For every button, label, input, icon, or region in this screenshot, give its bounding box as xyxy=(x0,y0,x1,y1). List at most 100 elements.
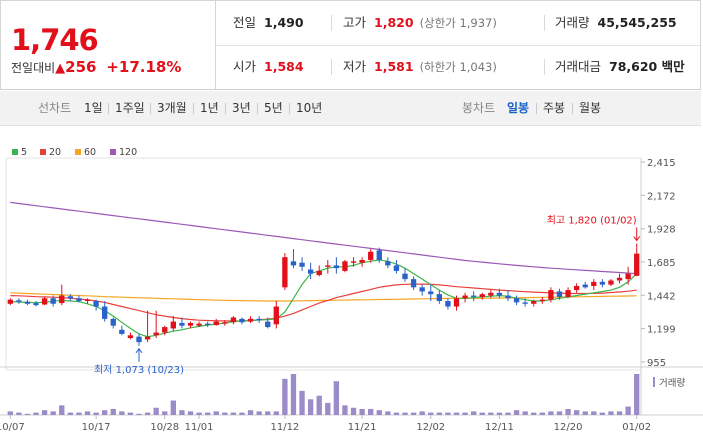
volume-bar xyxy=(342,405,348,415)
quote-row-1: 전일 1,490 고가 1,820 (상한가 1,937) 거래량 45,545,255 xyxy=(216,1,700,46)
candle-body xyxy=(505,295,511,299)
volume-bar xyxy=(7,411,13,415)
open-value: 1,584 xyxy=(264,59,304,74)
ma20-line xyxy=(10,283,637,322)
y-tick-label: 2,172 xyxy=(647,191,676,202)
candle-body xyxy=(548,290,554,300)
chart-grid xyxy=(0,157,703,416)
volume-bar xyxy=(119,411,125,415)
legend-swatch-120 xyxy=(110,149,116,155)
volume-bar xyxy=(625,406,631,415)
x-tick-label: 12/11 xyxy=(485,422,514,433)
volume-bar xyxy=(59,405,65,415)
tab-1y[interactable]: 1년 xyxy=(200,101,219,115)
volume-label: 거래량 xyxy=(659,377,685,389)
volume-bar xyxy=(93,412,99,415)
prev-close: 전일 1,490 xyxy=(233,1,304,45)
tab-10y[interactable]: 10년 xyxy=(296,101,323,115)
volume-bar xyxy=(505,412,511,415)
candlestick-chart: 5 20 60 120 2,415 2,172 1,928 1,685 1,442 1,199 9… xyxy=(0,147,703,433)
tab-daily[interactable]: 일봉 xyxy=(507,101,530,115)
candle-body xyxy=(342,261,348,271)
candle-body xyxy=(179,322,185,326)
candle-body xyxy=(127,335,134,339)
volume-bar xyxy=(67,412,74,415)
candle-body xyxy=(119,329,125,334)
candle-body xyxy=(110,318,116,326)
volume-bar xyxy=(548,411,554,415)
candle-body xyxy=(513,298,520,303)
tab-1w[interactable]: 1주일 xyxy=(115,101,145,115)
volume-bar xyxy=(410,412,417,415)
volume-bar xyxy=(16,412,22,415)
x-axis: 10/07 10/17 10/28 11/01 11/12 11/21 12/02 12/11… xyxy=(0,415,651,433)
volume-bar xyxy=(376,410,382,415)
volume-bar xyxy=(196,412,202,415)
tab-3y[interactable]: 3년 xyxy=(232,101,251,115)
x-tick-label: 10/17 xyxy=(82,422,111,433)
candle-body xyxy=(93,301,99,307)
candle-body xyxy=(410,279,417,288)
high-value: 1,820 xyxy=(374,15,414,30)
candle-body xyxy=(565,290,571,297)
x-tick-label: 10/07 xyxy=(0,422,25,433)
volume-bar xyxy=(179,410,185,415)
volume-bar xyxy=(453,412,460,415)
legend-swatch-60 xyxy=(75,149,81,155)
ma120-line xyxy=(10,201,637,275)
volume-bar xyxy=(144,412,151,415)
moving-averages xyxy=(10,201,638,338)
candle-body xyxy=(76,298,82,302)
volume: 거래량 45,545,255 xyxy=(555,1,677,45)
tab-monthly[interactable]: 월봉 xyxy=(579,101,602,115)
candle-body xyxy=(436,294,443,302)
volume-bar xyxy=(582,411,588,415)
volume-bar xyxy=(428,412,434,415)
volume-bar xyxy=(110,408,116,415)
candle-body xyxy=(479,294,485,297)
candle-body xyxy=(428,291,434,295)
change-label: 전일대비 xyxy=(11,61,56,75)
candle-body xyxy=(67,296,74,299)
volume-bar xyxy=(393,412,400,415)
tab-1d[interactable]: 1일 xyxy=(84,101,103,115)
candle-body xyxy=(531,301,537,304)
ma-legend: 5 20 60 120 xyxy=(12,147,137,158)
change-line: 전일대비▲256 +17.18% xyxy=(11,58,181,76)
volume-bar xyxy=(471,411,477,415)
y-tick-label: 1,442 xyxy=(647,291,676,302)
open: 시가 1,584 xyxy=(233,45,304,89)
volume-bar xyxy=(273,411,279,415)
volume-bar xyxy=(385,411,391,415)
volume-bar xyxy=(230,412,237,415)
y-tick-label: 955 xyxy=(647,358,666,369)
candle-body xyxy=(230,317,237,323)
change-percent: +17.18% xyxy=(106,58,182,76)
volume-bar xyxy=(350,407,357,415)
tab-3m[interactable]: 3개월 xyxy=(157,101,187,115)
volume-legend-swatch xyxy=(653,377,655,387)
candle-body xyxy=(556,291,563,297)
candle-body xyxy=(187,322,194,326)
x-tick-label: 01/02 xyxy=(622,422,651,433)
candle-body xyxy=(50,298,56,304)
candle-body xyxy=(496,292,503,296)
y-tick-label: 1,199 xyxy=(647,325,676,336)
current-price: 1,746 xyxy=(11,23,99,57)
x-tick-label: 11/01 xyxy=(185,422,214,433)
low-annotation: 최저 1,073 (10/23) xyxy=(94,364,184,376)
candle-body xyxy=(445,301,451,307)
candle-body xyxy=(539,299,545,302)
candle-body xyxy=(59,295,65,304)
volume-bar xyxy=(290,374,297,415)
volume-bar xyxy=(522,411,528,415)
candle-body xyxy=(608,280,614,285)
candle-body xyxy=(290,261,297,266)
volume-bar xyxy=(608,411,614,415)
tab-5y[interactable]: 5년 xyxy=(264,101,283,115)
lower-limit: (하한가 1,043) xyxy=(419,60,497,74)
volume-bar xyxy=(239,412,245,415)
quote-grid: 전일 1,490 고가 1,820 (상한가 1,937) 거래량 45,545,255… xyxy=(216,1,700,89)
candle-body xyxy=(222,322,228,324)
tab-weekly[interactable]: 주봉 xyxy=(543,101,566,115)
